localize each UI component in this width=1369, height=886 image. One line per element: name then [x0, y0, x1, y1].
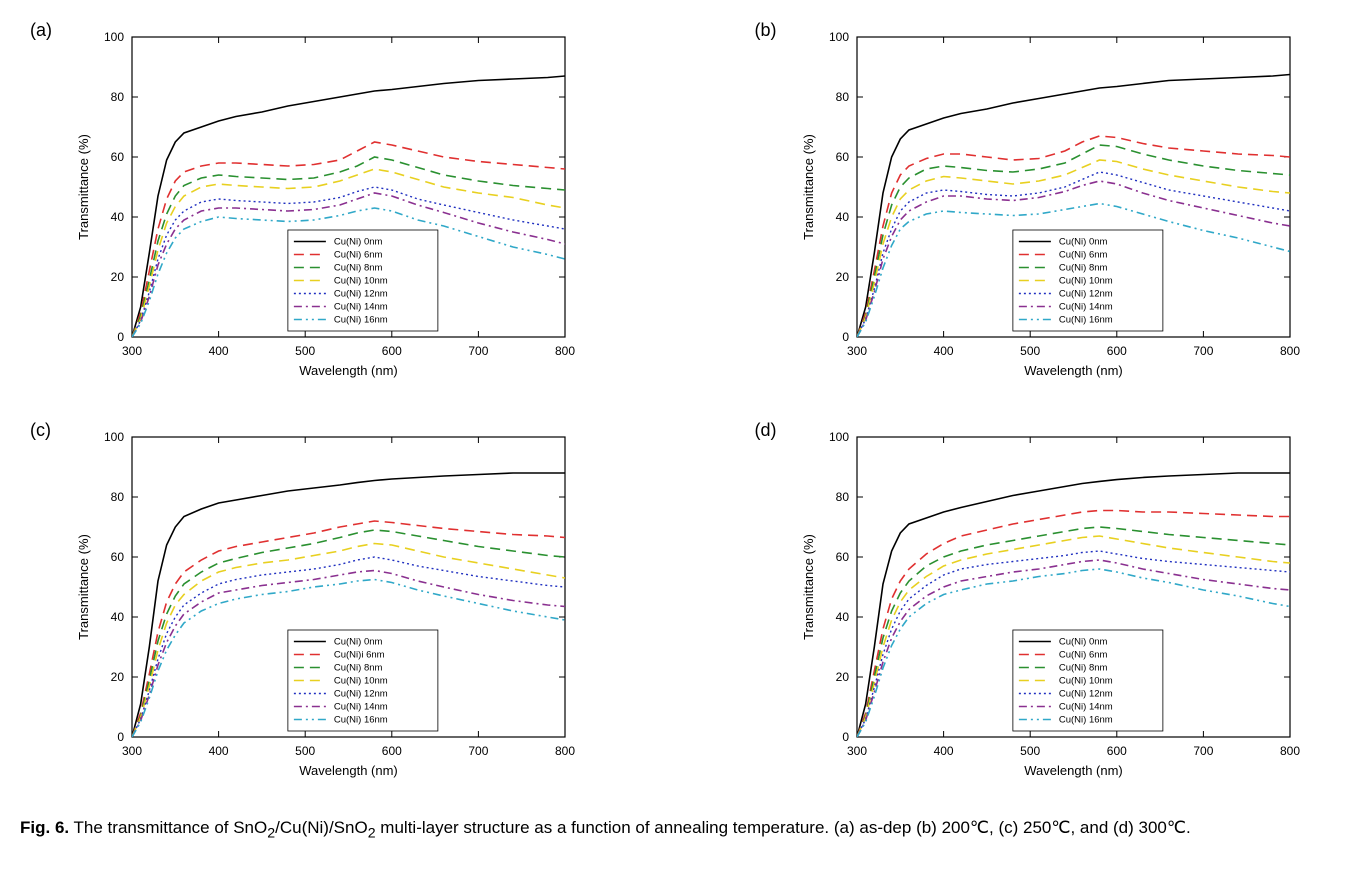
svg-text:80: 80	[835, 490, 849, 504]
svg-text:Cu(Ni) 8nm: Cu(Ni) 8nm	[1058, 663, 1107, 674]
svg-text:Cu(Ni) 12nm: Cu(Ni) 12nm	[334, 289, 388, 300]
svg-text:600: 600	[382, 344, 402, 358]
figure-container: (a) 300400500600700800020406080100Wavele…	[20, 20, 1349, 845]
panel-d: (d) 300 400 500 600 700 800 0 20 40 60 80 100 Wavele…	[745, 420, 1350, 790]
svg-text:400: 400	[933, 344, 953, 358]
svg-text:40: 40	[111, 610, 125, 624]
svg-text:Transmittance (%): Transmittance (%)	[76, 134, 91, 240]
svg-text:60: 60	[111, 150, 125, 164]
svg-text:0: 0	[117, 730, 124, 744]
panel-b-plot: 300 400 500 600 700 800 0 20 40 60 80 100 Wavelength…	[795, 25, 1350, 390]
svg-text:60: 60	[835, 550, 849, 564]
svg-text:60: 60	[111, 550, 125, 564]
svg-text:Wavelength (nm): Wavelength (nm)	[299, 763, 398, 778]
svg-text:600: 600	[1106, 344, 1126, 358]
svg-text:300: 300	[122, 344, 142, 358]
svg-text:800: 800	[1279, 744, 1299, 758]
panel-c: (c) 300 400 500 600 700 800 0 20 40 60 80 100 Wavele…	[20, 420, 625, 790]
svg-text:Wavelength (nm): Wavelength (nm)	[1024, 763, 1123, 778]
svg-text:40: 40	[835, 210, 849, 224]
svg-text:40: 40	[835, 610, 849, 624]
panel-a-plot: 300 400 500 600 700 800 0 20 40 60 80 100 Wavelength…	[70, 25, 625, 390]
panel-c-plot: 300 400 500 600 700 800 0 20 40 60 80 100 Wavelength…	[70, 425, 625, 790]
svg-text:300: 300	[846, 744, 866, 758]
svg-text:20: 20	[835, 270, 849, 284]
figure-caption: Fig. 6. The transmittance of SnO2/Cu(Ni)…	[20, 815, 1349, 845]
svg-text:80: 80	[835, 90, 849, 104]
panel-a-label: (a)	[30, 20, 52, 41]
svg-text:Cu(Ni) 14nm: Cu(Ni) 14nm	[1058, 702, 1112, 713]
svg-text:Cu(Ni) 16nm: Cu(Ni) 16nm	[1058, 715, 1112, 726]
svg-text:500: 500	[295, 744, 315, 758]
svg-text:60: 60	[835, 150, 849, 164]
svg-text:80: 80	[111, 90, 125, 104]
svg-text:0: 0	[842, 330, 849, 344]
svg-text:700: 700	[1193, 744, 1213, 758]
svg-text:400: 400	[933, 744, 953, 758]
svg-text:Cu(Ni)i 6nm: Cu(Ni)i 6nm	[334, 650, 385, 661]
svg-text:Cu(Ni) 16nm: Cu(Ni) 16nm	[334, 715, 388, 726]
svg-text:Cu(Ni) 6nm: Cu(Ni) 6nm	[334, 250, 383, 261]
svg-text:Wavelength (nm): Wavelength (nm)	[1024, 363, 1123, 378]
svg-text:40: 40	[111, 210, 125, 224]
svg-text:400: 400	[209, 744, 229, 758]
svg-text:500: 500	[1020, 744, 1040, 758]
svg-text:Cu(Ni) 6nm: Cu(Ni) 6nm	[1058, 250, 1107, 261]
panels-grid: (a) 300400500600700800020406080100Wavele…	[20, 20, 1349, 790]
svg-text:Cu(Ni) 6nm: Cu(Ni) 6nm	[1058, 650, 1107, 661]
svg-text:700: 700	[1193, 344, 1213, 358]
svg-text:Cu(Ni) 8nm: Cu(Ni) 8nm	[334, 263, 383, 274]
panel-a: (a) 300 400 500 600 700 800 0 20 40 60 80 100 Wavele…	[20, 20, 625, 390]
svg-text:100: 100	[104, 30, 124, 44]
svg-text:Cu(Ni) 14nm: Cu(Ni) 14nm	[334, 302, 388, 313]
svg-text:700: 700	[468, 744, 488, 758]
svg-text:0: 0	[842, 730, 849, 744]
svg-text:100: 100	[828, 430, 848, 444]
svg-text:600: 600	[1106, 744, 1126, 758]
svg-text:300: 300	[122, 744, 142, 758]
panel-b: (b) 300 400 500 600 700 800 0 20 40 60 80 100 Wavele…	[745, 20, 1350, 390]
svg-text:400: 400	[209, 344, 229, 358]
svg-text:Cu(Ni) 12nm: Cu(Ni) 12nm	[1058, 689, 1112, 700]
svg-text:Cu(Ni) 0nm: Cu(Ni) 0nm	[334, 637, 383, 648]
svg-text:20: 20	[111, 670, 125, 684]
svg-text:500: 500	[295, 344, 315, 358]
svg-text:Transmittance (%): Transmittance (%)	[76, 534, 91, 640]
panel-d-plot: 300 400 500 600 700 800 0 20 40 60 80 100 Wavelength…	[795, 425, 1350, 790]
svg-text:800: 800	[555, 344, 575, 358]
svg-text:0: 0	[117, 330, 124, 344]
svg-text:300: 300	[846, 344, 866, 358]
svg-text:Cu(Ni) 12nm: Cu(Ni) 12nm	[334, 689, 388, 700]
svg-text:Cu(Ni) 0nm: Cu(Ni) 0nm	[1058, 637, 1107, 648]
svg-text:Transmittance (%): Transmittance (%)	[801, 134, 816, 240]
svg-text:Cu(Ni) 0nm: Cu(Ni) 0nm	[334, 237, 383, 248]
svg-text:Cu(Ni) 10nm: Cu(Ni) 10nm	[1058, 276, 1112, 287]
panel-b-label: (b)	[755, 20, 777, 41]
svg-text:Cu(Ni) 12nm: Cu(Ni) 12nm	[1058, 289, 1112, 300]
svg-text:500: 500	[1020, 344, 1040, 358]
svg-text:100: 100	[828, 30, 848, 44]
svg-text:Cu(Ni) 14nm: Cu(Ni) 14nm	[334, 702, 388, 713]
svg-text:100: 100	[104, 430, 124, 444]
svg-text:Cu(Ni) 10nm: Cu(Ni) 10nm	[1058, 676, 1112, 687]
svg-text:600: 600	[382, 744, 402, 758]
svg-text:Cu(Ni) 8nm: Cu(Ni) 8nm	[1058, 263, 1107, 274]
svg-text:20: 20	[111, 270, 125, 284]
svg-text:Cu(Ni) 14nm: Cu(Ni) 14nm	[1058, 302, 1112, 313]
svg-text:Cu(Ni) 8nm: Cu(Ni) 8nm	[334, 663, 383, 674]
svg-text:80: 80	[111, 490, 125, 504]
svg-text:Cu(Ni) 16nm: Cu(Ni) 16nm	[334, 315, 388, 326]
svg-text:Transmittance (%): Transmittance (%)	[801, 534, 816, 640]
svg-text:Cu(Ni) 0nm: Cu(Ni) 0nm	[1058, 237, 1107, 248]
svg-text:800: 800	[1279, 344, 1299, 358]
svg-text:20: 20	[835, 670, 849, 684]
svg-text:Cu(Ni) 16nm: Cu(Ni) 16nm	[1058, 315, 1112, 326]
svg-text:Cu(Ni) 10nm: Cu(Ni) 10nm	[334, 676, 388, 687]
svg-text:Cu(Ni) 10nm: Cu(Ni) 10nm	[334, 276, 388, 287]
svg-text:800: 800	[555, 744, 575, 758]
panel-d-label: (d)	[755, 420, 777, 441]
panel-c-label: (c)	[30, 420, 51, 441]
svg-text:700: 700	[468, 344, 488, 358]
svg-text:Wavelength (nm): Wavelength (nm)	[299, 363, 398, 378]
